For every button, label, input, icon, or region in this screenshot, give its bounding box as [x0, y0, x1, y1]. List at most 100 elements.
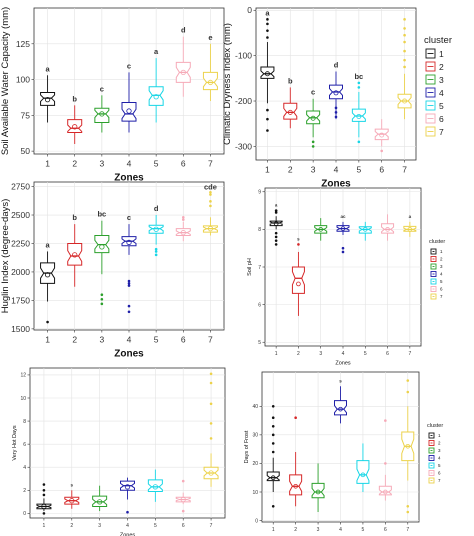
- mean-marker: [126, 108, 132, 114]
- box-body: [202, 71, 218, 91]
- outlier-point: [154, 250, 158, 253]
- y-tick-label: 5: [258, 340, 261, 346]
- outlier-point: [406, 510, 410, 514]
- box-body: [260, 66, 275, 79]
- mean-marker: [273, 221, 279, 227]
- outlier-point: [209, 372, 213, 376]
- legend-label-1: 1: [439, 49, 444, 59]
- outlier-point: [403, 33, 406, 37]
- chart-panel-1: 50 75 100 125 1 2 3 4 5 6 7 Zones Soil Available Wat…: [0, 7, 225, 184]
- x-tick-label: 6: [182, 523, 185, 529]
- box-zone-6: d: [175, 26, 191, 97]
- x-tick-label: 6: [181, 335, 186, 345]
- mean-marker: [338, 406, 343, 412]
- box-body: [381, 223, 395, 234]
- y-tick-label: 10: [252, 490, 258, 496]
- significance-letter: s: [339, 378, 342, 383]
- box-body: [283, 102, 298, 120]
- outlier-point: [154, 253, 158, 257]
- y-tick-label: 125: [16, 39, 30, 49]
- x-tick-label: 4: [334, 165, 339, 175]
- y-tick-label: 6: [258, 302, 261, 308]
- outlier-point: [384, 419, 387, 422]
- box-zone-4: d: [329, 61, 343, 120]
- mean-marker: [126, 239, 132, 245]
- outlier-point: [127, 279, 131, 283]
- significance-letter: d: [334, 61, 339, 70]
- x-tick-label: 1: [275, 351, 278, 357]
- y-tick-label: 2000: [11, 267, 30, 277]
- legend-title: cluster: [427, 423, 443, 429]
- box-body: [291, 266, 305, 294]
- x-tick-label: 7: [208, 335, 213, 345]
- outlier-point: [266, 18, 269, 21]
- x-tick-label: 2: [297, 351, 300, 357]
- significance-letter: cde: [204, 183, 217, 192]
- legend-label-5: 5: [440, 279, 443, 284]
- x-tick-label: 5: [154, 159, 159, 169]
- y-axis-label: Soil Available Water Capacity (mm): [0, 7, 11, 155]
- outlier-point: [271, 433, 275, 437]
- x-tick-label: 1: [45, 159, 50, 169]
- x-tick-label: 7: [210, 523, 213, 529]
- outlier-point: [266, 108, 269, 112]
- box-body: [334, 400, 347, 416]
- box-zone-6: [175, 479, 191, 513]
- outlier-point: [357, 86, 361, 89]
- legend-label-5: 5: [438, 463, 441, 468]
- x-tick-label: 1: [43, 523, 46, 529]
- y-tick-label: 8: [23, 419, 26, 425]
- x-tick-label: 4: [126, 523, 129, 529]
- significance-letter: s: [71, 482, 74, 487]
- box-zone-5: [147, 469, 163, 502]
- outlier-point: [271, 424, 275, 428]
- outlier-point: [209, 422, 213, 425]
- x-tick-label: 3: [99, 335, 104, 345]
- outlier-point: [42, 489, 46, 492]
- significance-letter: c: [100, 84, 104, 93]
- y-axis-label: Very Hot Days: [12, 425, 18, 460]
- x-tick-label: 2: [288, 165, 293, 175]
- outlier-point: [271, 404, 275, 408]
- outlier-point: [311, 140, 315, 144]
- legend-label-3: 3: [439, 75, 444, 85]
- chart-panel-3: 1500 1750 2000 2250 2500 2750 1 2 3 4 5 6 7 Zones Hugl…: [0, 182, 225, 360]
- significance-letter: e: [208, 33, 212, 42]
- x-tick-label: 3: [317, 527, 320, 533]
- box-body: [67, 119, 83, 134]
- outlier-point: [274, 211, 278, 214]
- mean-marker: [340, 226, 346, 231]
- mean-marker: [264, 71, 270, 77]
- box-body: [40, 91, 56, 106]
- outlier-point: [403, 58, 406, 62]
- legend: cluster 1 2 3 4 5 6 7: [424, 35, 452, 137]
- outlier-point: [294, 416, 297, 420]
- legend-label-1: 1: [440, 249, 443, 254]
- legend-title: cluster: [424, 35, 452, 46]
- box-zone-1: a: [40, 240, 56, 324]
- y-tick-label: 100: [16, 75, 30, 85]
- significance-letter: a: [275, 203, 278, 208]
- x-tick-label: 2: [72, 159, 77, 169]
- outlier-point: [384, 462, 387, 465]
- box-zone-1: [266, 404, 280, 508]
- mean-marker: [180, 230, 186, 236]
- box-body: [94, 107, 110, 124]
- outlier-point: [154, 247, 158, 251]
- y-axis-label: Days of Frost: [244, 430, 250, 463]
- x-tick-label: 2: [72, 335, 77, 345]
- x-tick-label: 6: [181, 159, 186, 169]
- y-tick-label: 12: [20, 373, 26, 379]
- x-tick-label: 6: [384, 527, 387, 533]
- outlier-point: [209, 204, 212, 208]
- x-axis-label: Zones: [114, 349, 144, 360]
- box-zone-7: cde: [202, 183, 218, 236]
- x-axis-label: Zones: [335, 361, 351, 367]
- legend: cluster 1 2 3 4 5 6 7: [427, 423, 443, 484]
- mean-marker: [407, 227, 413, 232]
- outlier-point: [274, 243, 278, 246]
- mean-marker: [41, 503, 47, 510]
- outlier-point: [42, 493, 46, 497]
- box-zone-3: [311, 463, 325, 512]
- x-tick-label: 5: [362, 527, 365, 533]
